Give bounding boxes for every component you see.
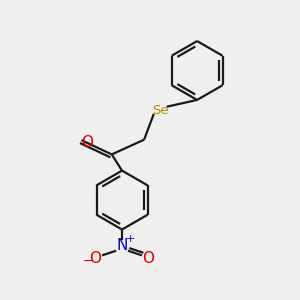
Text: Se: Se [152, 104, 169, 117]
Text: N: N [116, 238, 128, 253]
Text: O: O [142, 251, 154, 266]
Text: O: O [89, 251, 101, 266]
Text: O: O [81, 135, 93, 150]
Text: +: + [126, 234, 135, 244]
Text: −: − [83, 255, 93, 268]
